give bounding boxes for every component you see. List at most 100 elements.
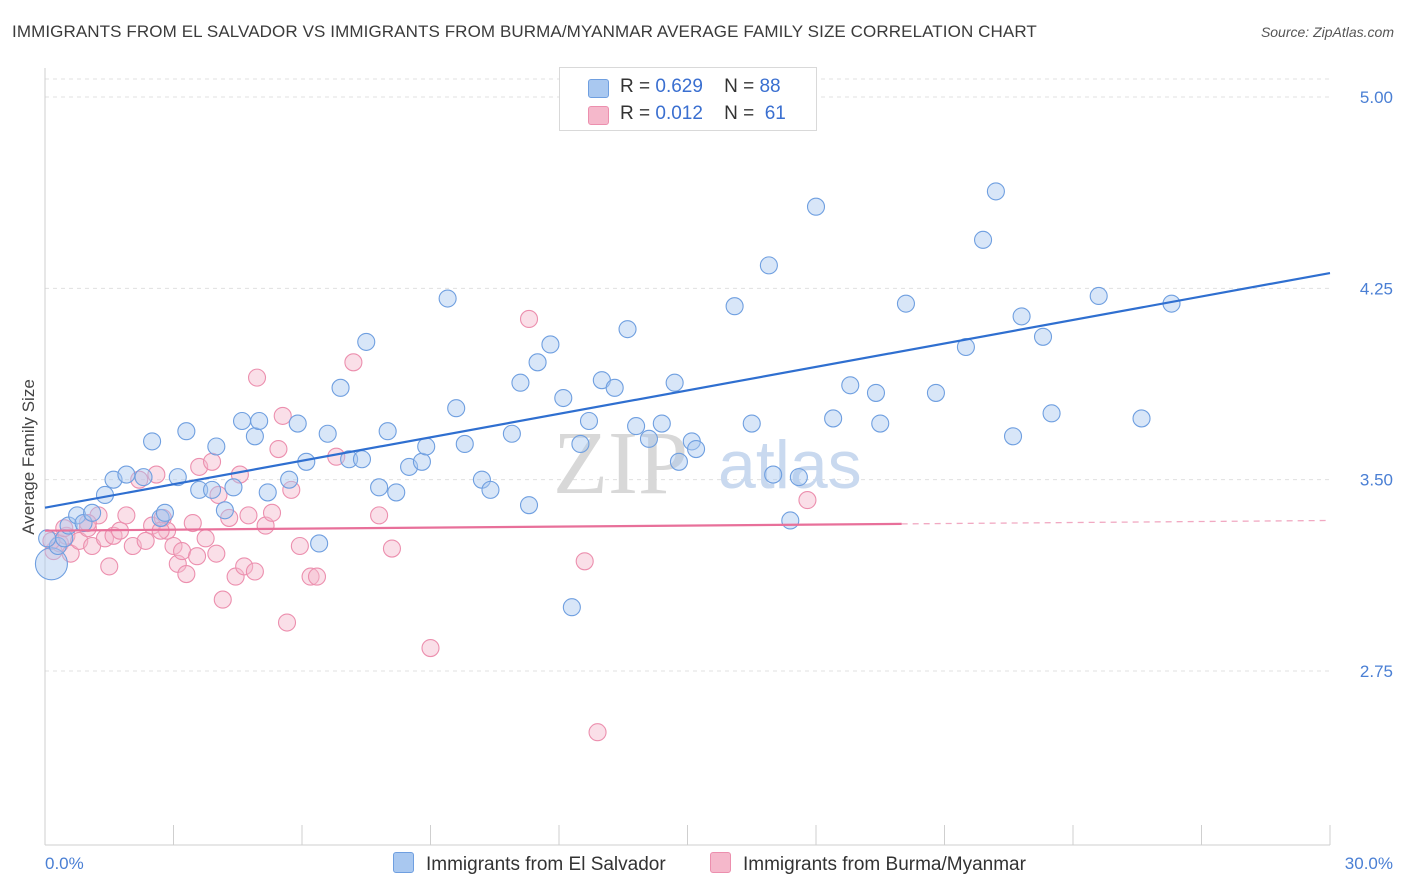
data-point [742,414,761,433]
data-point [798,491,817,510]
legend-r-value: 0.629 [655,76,703,97]
trend-line [44,522,902,532]
data-point [318,424,337,443]
data-point [258,483,277,502]
data-point [183,513,202,533]
legend-r-value: 0.012 [655,103,703,124]
bottom-legend-label: Immigrants from El Salvador [426,854,666,875]
legend-n-label: N = [724,76,755,97]
data-point [511,373,530,392]
data-point [1003,427,1023,446]
data-point [562,598,581,617]
data-point [554,388,573,408]
data-point [618,320,637,339]
data-point [250,411,269,431]
data-point [307,567,327,586]
data-point [117,465,136,484]
data-point [262,503,282,522]
data-point [207,437,226,456]
data-point [871,414,890,433]
data-point [203,452,222,471]
data-point [164,536,183,556]
data-point [188,547,207,566]
data-point [269,440,288,459]
legend-r-label: R = [620,103,651,124]
data-point [447,399,466,418]
legend-r-label: R = [620,76,651,97]
data-point [173,542,192,561]
data-point [1089,286,1108,306]
data-point [421,638,440,658]
data-point [669,452,688,471]
data-point [203,480,222,499]
data-point [331,378,350,397]
source-note: Source: ZipAtlas.com [1260,24,1394,40]
data-point [781,511,800,530]
data-point [1033,327,1053,346]
data-point [177,422,196,441]
y-tick-label: 2.75 [1360,662,1393,681]
legend-n-label: N = [724,103,755,124]
data-point [866,383,886,402]
data-point [417,437,436,456]
series-el-salvador-points [34,182,1181,617]
data-point [38,529,57,548]
data-point [310,534,329,553]
data-point [344,353,363,372]
data-point [48,536,67,556]
correlation-legend: R = 0.629 N = 88 R = 0.012 N = 61 [559,67,817,131]
data-point [806,197,826,216]
data-point [541,335,560,354]
data-point [382,539,402,558]
data-point [986,182,1005,201]
data-point [78,513,97,533]
watermark-zip: ZIP [553,414,688,513]
data-point [34,547,68,581]
y-tick-label: 5.00 [1360,88,1393,107]
data-point [168,468,187,487]
data-point [412,452,431,471]
data-point [207,544,226,563]
legend-n-value: 88 [759,76,781,97]
data-point [455,434,474,454]
data-point [196,529,215,548]
watermark-atlas: atlas [718,427,862,503]
data-point [232,411,252,431]
data-point [387,483,406,502]
data-point [245,562,264,581]
data-point [896,294,916,313]
data-point [247,368,267,387]
bottom-legend-label: Immigrants from Burma/Myanmar [743,854,1026,875]
legend-n-value: 61 [764,103,786,124]
data-point [357,332,376,351]
data-point [134,468,153,487]
data-point [215,501,234,520]
data-point [177,565,196,584]
data-point [370,478,389,497]
data-point [280,470,299,489]
data-point [352,450,372,469]
data-point [273,406,292,425]
data-point [340,450,359,469]
chart-title: IMMIGRANTS FROM EL SALVADOR VS IMMIGRANT… [12,22,1037,41]
x-tick-label: 0.0% [45,854,84,873]
trend-line [44,271,1331,509]
data-point [588,723,607,742]
data-point [68,506,87,525]
bottom-legend-swatch-pink [710,852,731,873]
y-tick-label: 3.50 [1360,471,1393,490]
tick-labels: 5.00 4.25 3.50 2.75 0.0% 30.0% [45,88,1393,873]
legend-swatch-pink [588,106,609,125]
data-point [370,506,389,525]
data-point [725,297,744,316]
data-point [665,373,684,392]
data-point [1132,409,1151,428]
series-burma-points [42,309,817,742]
x-tick-label: 30.0% [1345,854,1393,873]
data-point [378,422,397,441]
data-point [438,289,457,308]
data-point [575,552,594,571]
y-axis-label: Average Family Size [19,379,38,535]
data-point [100,557,119,576]
